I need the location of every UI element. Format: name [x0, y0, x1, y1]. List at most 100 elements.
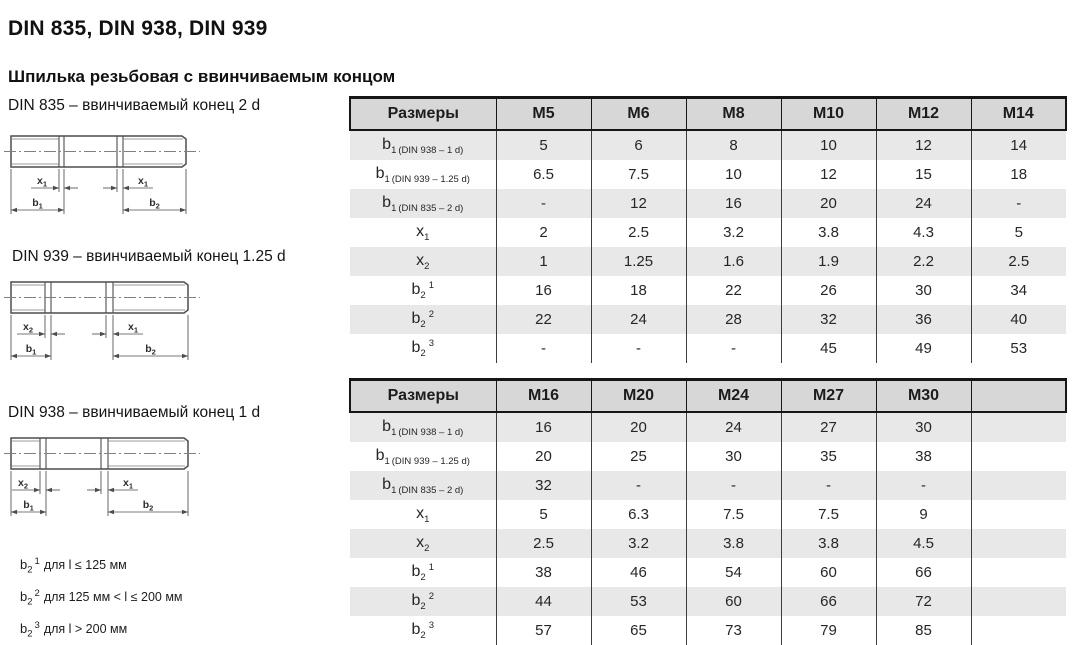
row-label-note: (DIN 835 – 2 d) [398, 203, 463, 214]
value-cell: - [496, 189, 591, 218]
drawing-label-din938: DIN 938 – ввинчиваемый конец 1 d [8, 404, 260, 422]
row-label-note: (DIN 938 – 1 d) [398, 145, 463, 156]
row-label-sup: 1 [429, 280, 434, 291]
value-cell: 27 [781, 412, 876, 442]
row-label: b23 [350, 334, 496, 363]
row-label-sup: 1 [429, 562, 434, 573]
row-label-sup: 3 [429, 620, 434, 631]
dimension-arrow [40, 510, 46, 514]
value-cell: 15 [876, 160, 971, 189]
row-label-base: b [382, 476, 391, 493]
dim-label-sub: 1 [129, 482, 133, 491]
dimension-b1-label: b1 [26, 343, 37, 357]
drawing-label-din939: DIN 939 – ввинчиваемый конец 1.25 d [12, 248, 286, 266]
value-cell: 18 [971, 160, 1066, 189]
row-label: x2 [350, 529, 496, 558]
dimension-arrow [113, 354, 119, 358]
row-label: b21 [350, 276, 496, 305]
value-cell: 12 [781, 160, 876, 189]
value-cell: 32 [496, 471, 591, 500]
row-label-sub: 1 [391, 203, 396, 214]
size-column-header: M10 [781, 98, 876, 131]
row-label: b1(DIN 938 – 1 d) [350, 130, 496, 160]
dim-label-sub: 2 [156, 202, 160, 211]
value-cell [971, 616, 1066, 645]
dimension-arrow [108, 488, 114, 492]
dim-label-sub: 1 [144, 180, 148, 189]
row-label: b1(DIN 938 – 1 d) [350, 412, 496, 442]
value-cell: 2 [496, 218, 591, 247]
value-cell: 66 [876, 558, 971, 587]
row-label: b23 [350, 616, 496, 645]
value-cell: 5 [496, 500, 591, 529]
row-label-sup: 2 [429, 309, 434, 320]
row-label: b1(DIN 939 – 1.25 d) [350, 160, 496, 189]
value-cell: 1.25 [591, 247, 686, 276]
value-cell: 72 [876, 587, 971, 616]
footnote-text: для l ≤ 125 мм [44, 558, 127, 572]
value-cell: 3.8 [686, 529, 781, 558]
row-label-sub: 1 [424, 514, 429, 525]
dimension-arrow [11, 510, 17, 514]
value-cell: 26 [781, 276, 876, 305]
value-cell: 36 [876, 305, 971, 334]
value-cell: 53 [591, 587, 686, 616]
dimension-x-left-label: x2 [18, 477, 28, 491]
value-cell: - [876, 471, 971, 500]
value-cell: 10 [686, 160, 781, 189]
drawing-label-din835: DIN 835 – ввинчиваемый конец 2 d [8, 97, 260, 115]
dimension-arrow [34, 488, 40, 492]
value-cell: 45 [781, 334, 876, 363]
row-label-note: (DIN 939 – 1.25 d) [392, 456, 470, 467]
row-label-base: x [416, 505, 424, 522]
dimension-arrow [11, 208, 17, 212]
row-label-note: (DIN 835 – 2 d) [398, 485, 463, 496]
row-label-base: b [382, 418, 391, 435]
row-label: b1(DIN 939 – 1.25 d) [350, 442, 496, 471]
table-row: b1(DIN 835 – 2 d)32---- [350, 471, 1066, 500]
value-cell: 35 [781, 442, 876, 471]
dimension-arrow [39, 332, 45, 336]
row-label-sup: 3 [429, 338, 434, 349]
size-column-header: M27 [781, 380, 876, 413]
value-cell: - [591, 334, 686, 363]
row-label-sub: 1 [384, 174, 389, 185]
dim-label-sub: 1 [39, 202, 43, 211]
value-cell: 53 [971, 334, 1066, 363]
dimension-x-left-label: x2 [23, 321, 33, 335]
value-cell: - [686, 334, 781, 363]
dimension-arrow [123, 208, 129, 212]
value-cell: 3.2 [686, 218, 781, 247]
size-column-header: M24 [686, 380, 781, 413]
dimension-arrow [64, 186, 70, 190]
dimension-arrow [11, 354, 17, 358]
value-cell: 8 [686, 130, 781, 160]
footnote-symbol-sub: 2 [27, 597, 32, 608]
value-cell: 30 [876, 276, 971, 305]
value-cell: 6.3 [591, 500, 686, 529]
row-label-sub: 2 [424, 543, 429, 554]
row-label: b1(DIN 835 – 2 d) [350, 471, 496, 500]
footnote-symbol-sub: 2 [27, 629, 32, 640]
row-label: b21 [350, 558, 496, 587]
footnote-symbol-sub: 2 [27, 565, 32, 576]
size-column-header: M30 [876, 380, 971, 413]
row-label-sub: 2 [420, 572, 425, 583]
row-label: b22 [350, 305, 496, 334]
dimension-arrow [58, 208, 64, 212]
